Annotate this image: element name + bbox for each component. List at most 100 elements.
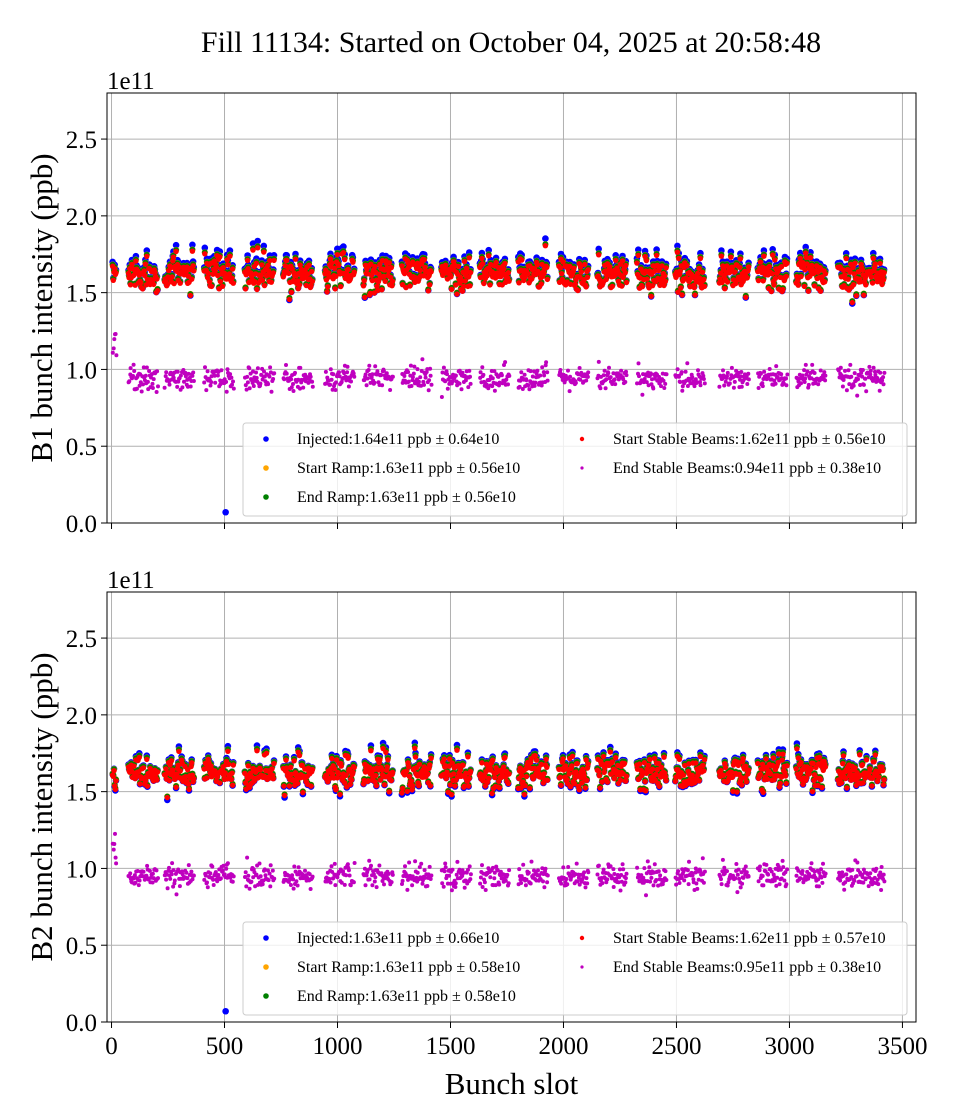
- data-point: [678, 285, 684, 291]
- data-point: [230, 280, 236, 286]
- data-point: [150, 281, 157, 288]
- data-point: [175, 384, 180, 389]
- data-point: [863, 376, 868, 381]
- data-point: [215, 373, 220, 378]
- data-point: [245, 374, 250, 379]
- data-point: [127, 379, 132, 384]
- data-point: [342, 256, 348, 263]
- data-point: [141, 268, 147, 274]
- data-point: [878, 370, 883, 375]
- data-point: [674, 249, 681, 255]
- data-point: [411, 371, 416, 376]
- data-point: [254, 370, 258, 375]
- data-point: [524, 378, 529, 383]
- data-point: [535, 368, 540, 373]
- data-points: [109, 235, 888, 516]
- legend-marker: [579, 436, 585, 442]
- data-point: [649, 283, 656, 289]
- data-point: [261, 282, 268, 289]
- y-axis-label: B1 bunch intensity (ppb): [24, 153, 59, 462]
- data-point: [724, 279, 731, 285]
- y-axis-label: B2 bunch intensity (ppb): [24, 652, 59, 961]
- data-point: [448, 286, 455, 292]
- data-point: [803, 250, 809, 256]
- data-point: [544, 276, 551, 283]
- data-point: [428, 366, 433, 371]
- data-point: [479, 255, 485, 262]
- data-point: [692, 292, 698, 298]
- data-point: [288, 289, 295, 295]
- data-point: [853, 293, 859, 299]
- data-point: [261, 249, 267, 255]
- data-point: [507, 373, 512, 378]
- data-point: [725, 370, 730, 375]
- data-point: [538, 281, 544, 287]
- legend-label: End Ramp:1.63e11 ppb ± 0.56e10: [297, 489, 516, 506]
- data-point: [467, 269, 474, 276]
- data-point: [822, 279, 828, 285]
- data-point: [767, 367, 772, 371]
- data-point: [881, 382, 886, 387]
- y-tick-label: 0.5: [66, 933, 97, 960]
- data-point: [429, 382, 434, 387]
- data-point: [823, 378, 828, 383]
- data-point: [190, 373, 195, 378]
- data-point: [718, 253, 725, 259]
- data-point: [852, 260, 858, 266]
- data-point: [113, 270, 119, 276]
- data-point: [502, 260, 508, 267]
- data-point: [390, 374, 395, 379]
- data-point: [840, 384, 845, 389]
- data-point: [623, 279, 630, 286]
- data-point: [164, 370, 169, 375]
- data-point: [337, 370, 341, 375]
- data-point: [410, 375, 415, 380]
- data-point: [467, 283, 473, 289]
- data-point: [481, 372, 486, 377]
- data-point: [540, 365, 545, 370]
- data-point: [110, 350, 115, 355]
- data-point: [367, 363, 372, 368]
- data-point: [582, 261, 588, 268]
- data-point: [855, 393, 860, 398]
- data-point: [309, 268, 315, 275]
- data-point: [467, 368, 472, 373]
- data-point: [723, 379, 728, 384]
- data-point: [653, 252, 660, 259]
- data-point: [366, 368, 371, 372]
- data-point: [333, 388, 338, 392]
- data-point: [454, 291, 460, 297]
- data-point: [407, 283, 413, 289]
- data-point: [701, 276, 707, 283]
- data-point: [328, 367, 333, 372]
- data-point: [691, 284, 697, 291]
- data-point: [379, 373, 384, 378]
- data-point: [208, 383, 213, 388]
- legend-label: Start Ramp:1.63e11 ppb ± 0.56e10: [297, 460, 520, 477]
- data-point: [345, 370, 350, 375]
- data-point: [745, 382, 750, 386]
- x-tick-label: 2000: [538, 1033, 588, 1060]
- data-point: [538, 373, 543, 378]
- data-point: [380, 383, 385, 388]
- data-point: [231, 386, 236, 391]
- data-point: [154, 287, 161, 294]
- data-point: [624, 373, 629, 378]
- data-point: [351, 269, 357, 275]
- data-point: [728, 254, 734, 260]
- data-point: [500, 266, 507, 272]
- data-point: [769, 271, 775, 277]
- data-point: [684, 262, 690, 269]
- data-point: [623, 380, 628, 384]
- data-point: [784, 260, 790, 267]
- data-point: [286, 270, 292, 277]
- data-point: [259, 262, 265, 268]
- data-point: [680, 388, 685, 393]
- data-point: [461, 258, 468, 265]
- data-point: [334, 252, 340, 258]
- data-point: [622, 270, 628, 276]
- data-point: [412, 364, 417, 369]
- data-point: [526, 383, 531, 388]
- data-point: [620, 274, 626, 281]
- data-point: [345, 364, 350, 369]
